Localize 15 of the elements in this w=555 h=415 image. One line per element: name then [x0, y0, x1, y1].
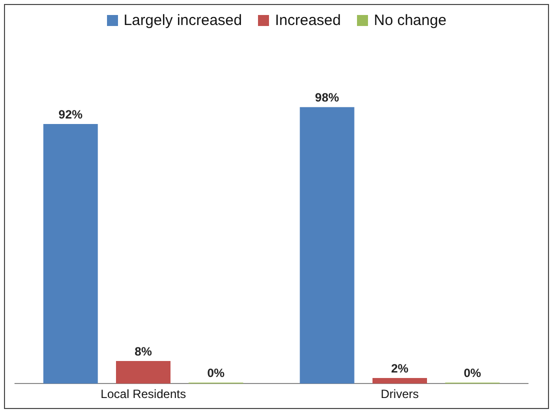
data-label: 8%: [134, 344, 152, 358]
bar: [300, 107, 354, 384]
x-tick-label: Local Residents: [100, 387, 186, 402]
data-label: 0%: [464, 366, 482, 380]
legend-label: Largely increased: [124, 12, 242, 29]
bar: [43, 124, 98, 384]
legend-label: Increased: [274, 12, 341, 29]
data-label: 0%: [207, 366, 225, 380]
x-tick-label: Drivers: [380, 387, 419, 402]
bar: [116, 361, 171, 384]
legend-label: No change: [374, 12, 446, 29]
bar: [372, 378, 428, 384]
data-label: 98%: [315, 90, 340, 104]
data-label: 2%: [391, 361, 409, 376]
data-label: 92%: [58, 107, 83, 122]
